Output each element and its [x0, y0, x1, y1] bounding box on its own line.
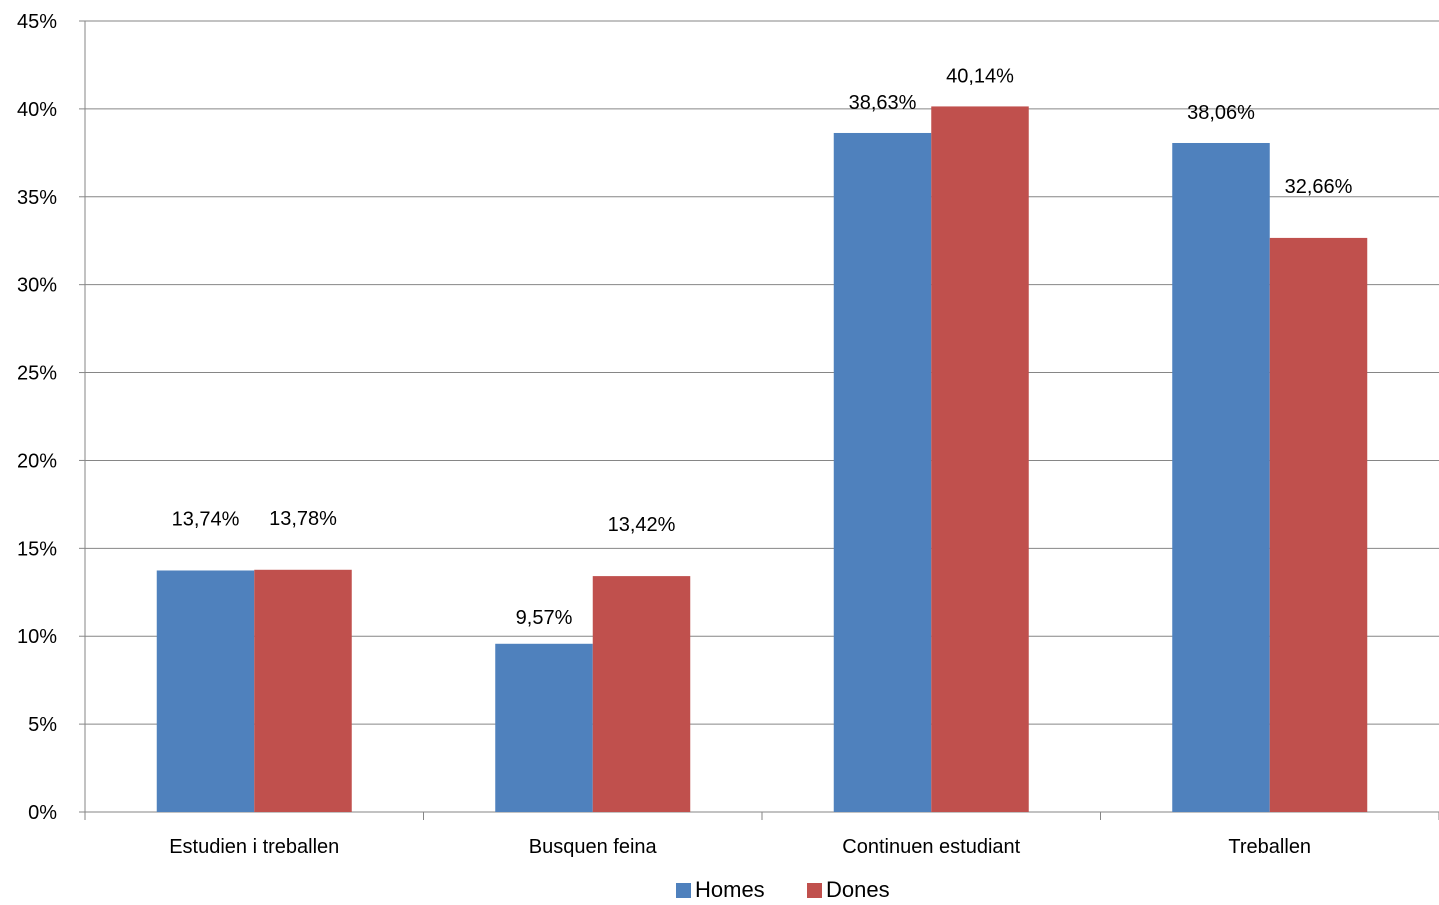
bar-dones: [254, 569, 352, 812]
data-label: 13,74%: [172, 508, 240, 530]
y-tick-label: 40%: [17, 99, 57, 121]
data-label: 9,57%: [516, 607, 573, 629]
legend-swatch-homes: [676, 883, 691, 898]
data-labels: 13,74% 13,78% 9,57% 13,42% 38,63% 40,14% 38,06…: [172, 65, 1353, 628]
data-label: 40,14%: [946, 65, 1014, 87]
data-label: 38,06%: [1187, 102, 1255, 124]
legend-label-dones: Dones: [826, 877, 890, 902]
data-label: 38,63%: [849, 92, 917, 114]
y-tick-label: 5%: [28, 714, 57, 736]
legend: Homes Dones: [676, 877, 890, 902]
bar-homes: [156, 570, 255, 812]
legend-label-homes: Homes: [695, 877, 765, 902]
y-tick-label: 10%: [17, 626, 57, 648]
bar-homes: [495, 643, 593, 812]
y-tick-label: 30%: [17, 275, 57, 297]
data-label: 13,78%: [269, 508, 337, 530]
data-label: 32,66%: [1285, 176, 1353, 198]
y-tick-label: 25%: [17, 363, 57, 385]
x-category-label: Estudien i treballen: [169, 836, 339, 858]
bar-homes: [1172, 142, 1270, 813]
bar-homes: [833, 132, 932, 812]
y-tick-label: 35%: [17, 187, 57, 209]
bar-dones: [1269, 237, 1368, 812]
bar-dones: [592, 576, 691, 812]
legend-swatch-dones: [807, 883, 822, 898]
y-tick-label: 45%: [17, 11, 57, 33]
y-tick-label: 20%: [17, 450, 57, 472]
axes: 0% 5% 10% 15% 20% 25% 30% 35% 40% 45% Estudien i t…: [17, 11, 1439, 858]
bars: [156, 106, 1368, 813]
bar-dones: [931, 106, 1029, 813]
y-tick-label: 15%: [17, 538, 57, 560]
x-category-label: Treballen: [1228, 836, 1311, 858]
x-category-label: Continuen estudiant: [842, 836, 1020, 858]
data-label: 13,42%: [608, 514, 676, 536]
x-category-label: Busquen feina: [529, 836, 658, 858]
y-tick-label: 0%: [28, 802, 57, 824]
